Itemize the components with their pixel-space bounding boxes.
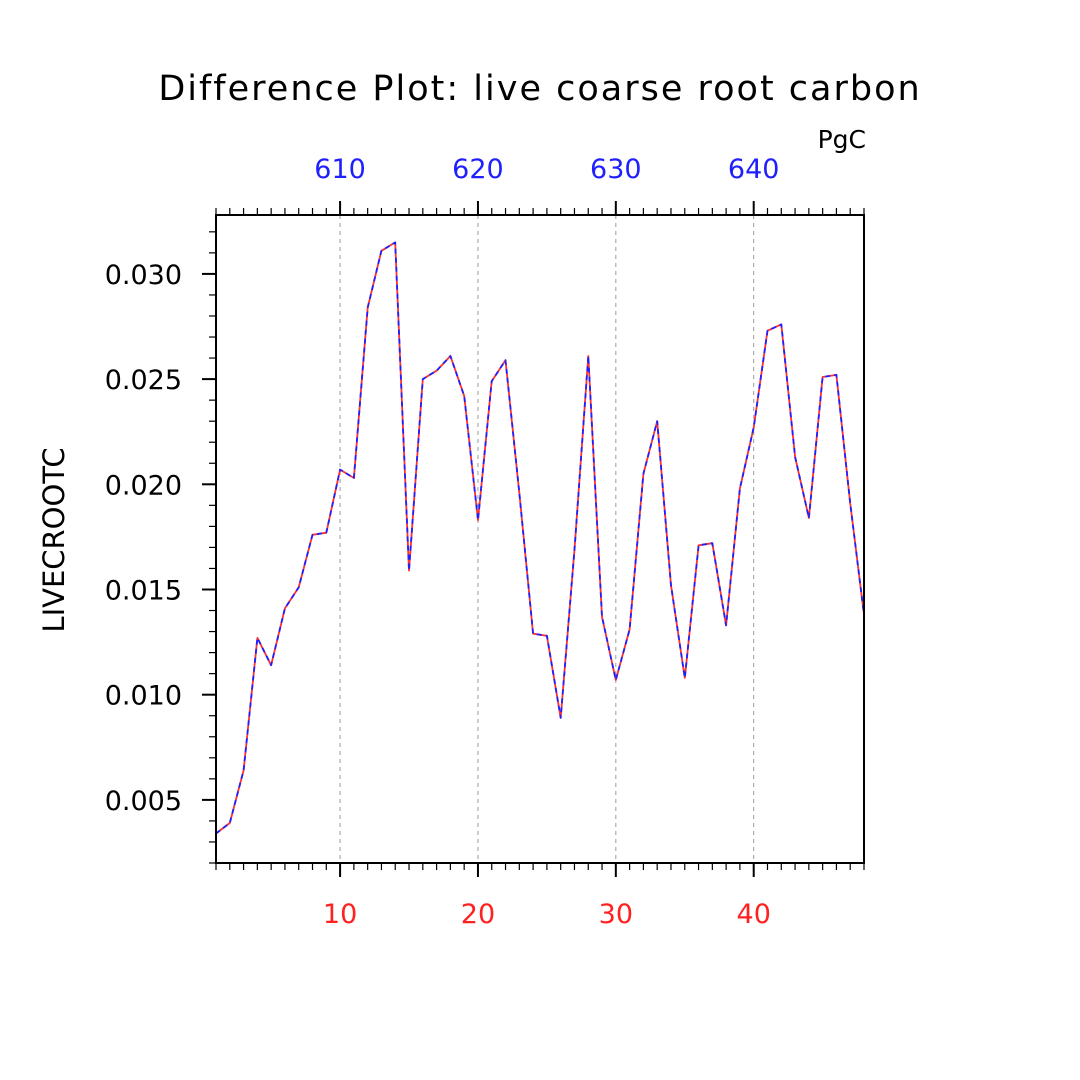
chart-title: Difference Plot: live coarse root carbon — [158, 69, 921, 109]
y-axis-label: LIVECROOTC — [37, 447, 71, 632]
tick-labels: 10 20 30 40 610 620 630 640 0.005 0.010 0.015 0.020… — [105, 154, 780, 930]
units-label: PgC — [818, 125, 866, 154]
x-tick-label-top: 640 — [728, 154, 780, 185]
y-tick-label: 0.015 — [105, 575, 182, 606]
x-tick-label-bottom: 10 — [323, 899, 357, 930]
x-tick-label-top: 620 — [452, 154, 504, 185]
axes — [202, 201, 865, 877]
x-tick-label-bottom: 20 — [461, 899, 495, 930]
y-tick-label: 0.020 — [105, 470, 182, 501]
grid-lines — [339, 215, 755, 863]
x-tick-label-bottom: 30 — [599, 899, 633, 930]
x-tick-label-bottom: 40 — [737, 899, 771, 930]
x-tick-label-top: 610 — [314, 154, 366, 185]
y-tick-label: 0.005 — [105, 786, 182, 817]
plot-frame — [215, 214, 865, 864]
y-tick-label: 0.025 — [105, 365, 182, 396]
series-line-2 — [215, 241, 865, 835]
y-tick-label: 0.010 — [105, 681, 182, 712]
y-tick-label: 0.030 — [105, 260, 182, 291]
x-tick-label-top: 630 — [590, 154, 642, 185]
series-lines — [215, 241, 865, 835]
